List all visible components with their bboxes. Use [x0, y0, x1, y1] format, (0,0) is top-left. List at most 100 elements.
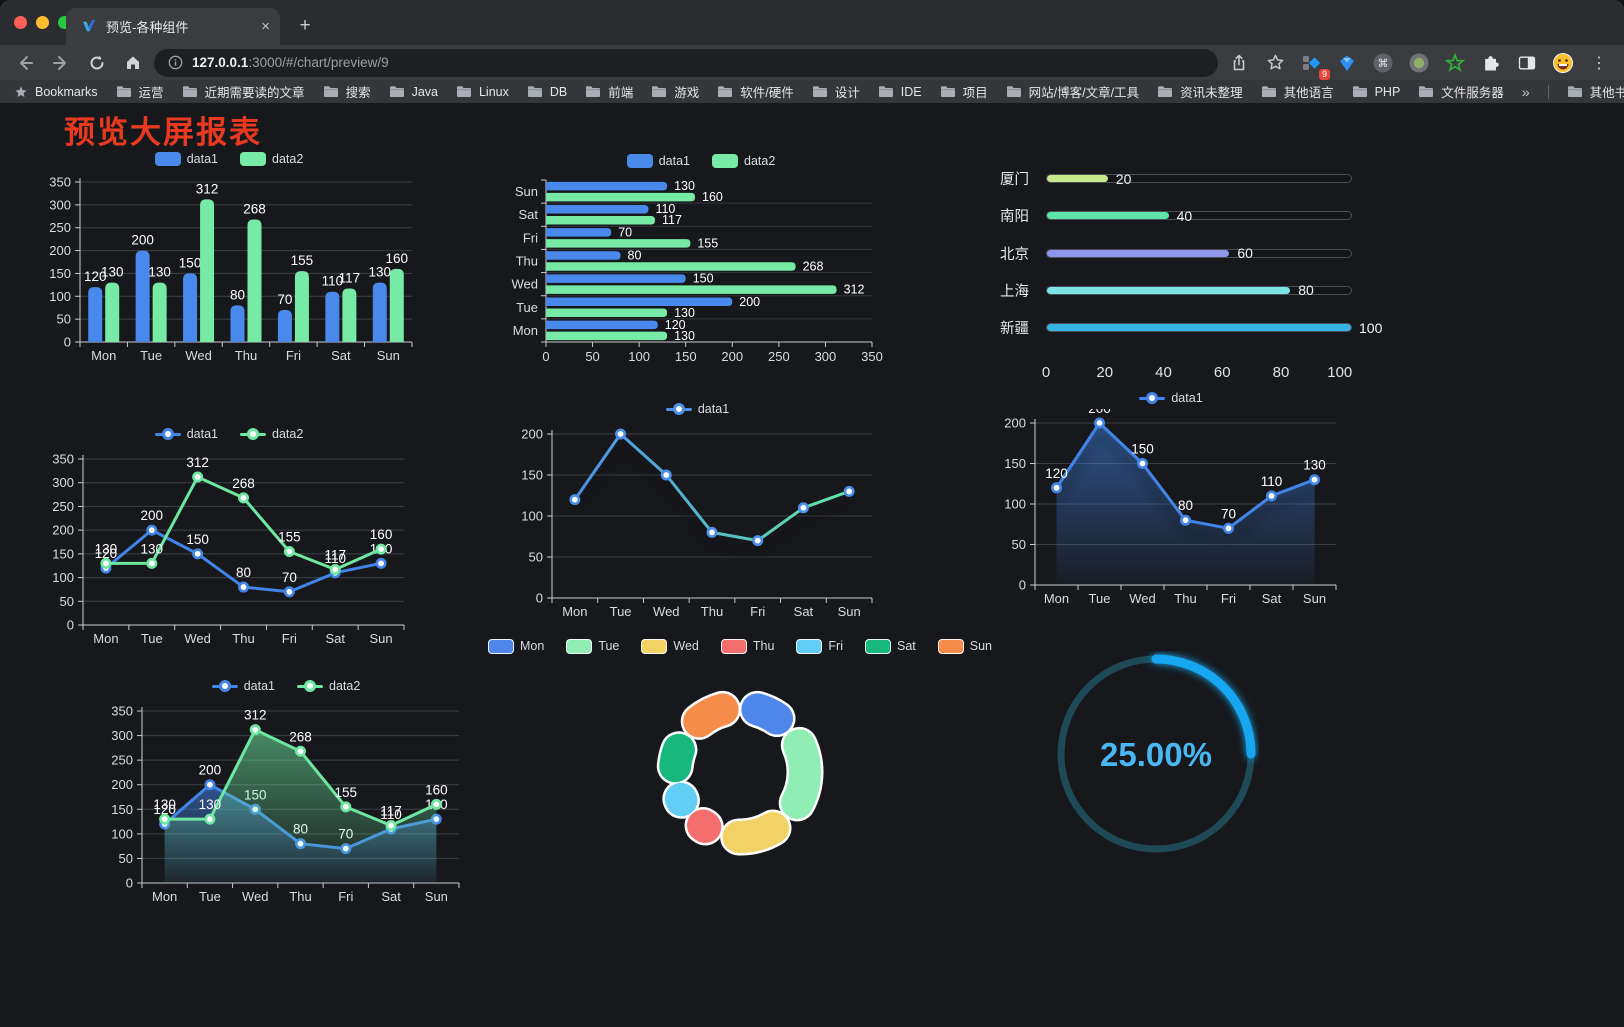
- extension-gem-icon[interactable]: [1332, 49, 1362, 77]
- svg-text:117: 117: [380, 804, 402, 819]
- home-button[interactable]: [118, 49, 148, 77]
- bookmark-folder-3[interactable]: Java: [389, 85, 438, 99]
- bar-chart: data1 data2 0 50 100 150 200 250 300 350 Mon Tue Wed…: [36, 148, 422, 370]
- bookmark-folder-12[interactable]: 网站/博客/文章/工具: [1006, 82, 1139, 101]
- legend-item-Mon[interactable]: Mon: [487, 638, 544, 654]
- svg-text:155: 155: [697, 236, 718, 250]
- bookmark-folder-16[interactable]: 文件服务器: [1418, 82, 1504, 101]
- svg-text:200: 200: [1088, 409, 1111, 416]
- svg-text:Mon: Mon: [93, 631, 118, 646]
- bookmark-folder-13[interactable]: 资讯未整理: [1157, 82, 1243, 101]
- bookmark-folder-15[interactable]: PHP: [1352, 85, 1400, 99]
- progress-value: 80: [1298, 282, 1314, 299]
- back-button[interactable]: [10, 49, 40, 77]
- legend-swatch: [566, 638, 593, 654]
- extension-star-icon[interactable]: [1440, 49, 1470, 77]
- minimize-window-button[interactable]: [36, 16, 49, 29]
- legend-item-data1[interactable]: data1: [154, 152, 218, 166]
- legend-item-data2[interactable]: data2: [712, 154, 775, 168]
- svg-text:0: 0: [536, 591, 543, 606]
- sidebar-toggle-icon[interactable]: [1512, 49, 1542, 77]
- svg-text:Thu: Thu: [516, 254, 538, 269]
- svg-text:Tue: Tue: [516, 300, 538, 315]
- legend-item-data1[interactable]: data1: [626, 154, 690, 168]
- bookmarks-overflow-chevron[interactable]: »: [1521, 83, 1530, 100]
- forward-button[interactable]: [46, 49, 76, 77]
- legend-item-data1[interactable]: data1: [211, 679, 275, 693]
- bookmark-folder-1[interactable]: 近期需要读的文章: [182, 82, 305, 101]
- svg-text:Thu: Thu: [1174, 591, 1196, 606]
- share-icon[interactable]: [1224, 49, 1254, 77]
- legend-item-Wed[interactable]: Wed: [641, 638, 699, 654]
- svg-text:Thu: Thu: [235, 348, 257, 363]
- tab-close-icon[interactable]: ×: [261, 18, 270, 35]
- bookmark-folder-5[interactable]: DB: [527, 85, 567, 99]
- progress-bar-chart: 厦门 20 南阳 40 北京 60 上海 80 新疆 100 0 20 40 60 80 100: [1000, 160, 1382, 398]
- bookmark-folder-6[interactable]: 前端: [585, 82, 633, 101]
- titlebar: 预览-各种组件 × +: [0, 0, 1624, 45]
- svg-text:70: 70: [1221, 506, 1236, 521]
- legend-item-Fri[interactable]: Fri: [796, 638, 843, 654]
- svg-text:160: 160: [370, 527, 393, 542]
- bookmark-folder-2[interactable]: 搜索: [323, 82, 371, 101]
- reload-button[interactable]: [82, 49, 112, 77]
- progress-label: 南阳: [1000, 209, 1029, 226]
- svg-text:200: 200: [111, 777, 133, 792]
- legend-item-data2[interactable]: data2: [240, 427, 303, 441]
- extensions-puzzle-icon[interactable]: [1476, 49, 1506, 77]
- bookmark-folder-9[interactable]: 设计: [812, 82, 860, 101]
- progress-fill: [1047, 249, 1230, 257]
- legend-item-data1[interactable]: data1: [1139, 391, 1203, 405]
- legend-swatch: [211, 680, 238, 692]
- legend-item-data2[interactable]: data2: [240, 152, 303, 166]
- bookmark-other-bookmarks[interactable]: 其他书签: [1567, 82, 1624, 101]
- svg-text:155: 155: [335, 785, 358, 800]
- legend-item-Thu[interactable]: Thu: [720, 638, 774, 654]
- site-info-icon[interactable]: [168, 55, 183, 70]
- svg-text:312: 312: [196, 181, 219, 196]
- legend-item-Sat[interactable]: Sat: [865, 638, 916, 654]
- extension-record-icon[interactable]: [1404, 49, 1434, 77]
- menu-icon[interactable]: ⋮: [1591, 54, 1607, 72]
- bookmark-folder-8[interactable]: 软件/硬件: [717, 82, 794, 101]
- svg-text:50: 50: [1012, 537, 1026, 552]
- extension-command-icon[interactable]: ⌘: [1368, 49, 1398, 77]
- svg-text:160: 160: [425, 782, 448, 797]
- progress-value: 40: [1176, 207, 1193, 224]
- svg-text:Tue: Tue: [1089, 591, 1111, 606]
- browser-tab[interactable]: 预览-各种组件 ×: [66, 8, 280, 45]
- bookmark-folder-4[interactable]: Linux: [456, 85, 509, 99]
- svg-text:150: 150: [49, 266, 71, 281]
- progress-track: 100: [1046, 320, 1382, 336]
- svg-text:Mon: Mon: [91, 348, 116, 363]
- gauge-chart: 25.00%: [1053, 651, 1259, 857]
- svg-text:Wed: Wed: [653, 604, 680, 619]
- address-bar[interactable]: 127.0.0.1:3000/#/chart/preview/9: [154, 48, 1218, 77]
- legend-item-Tue[interactable]: Tue: [566, 638, 619, 654]
- legend-item-data1[interactable]: data1: [154, 427, 218, 441]
- bookmark-folder-14[interactable]: 其他语言: [1261, 82, 1334, 101]
- bookmark-folder-7[interactable]: 游戏: [651, 82, 699, 101]
- svg-text:160: 160: [386, 251, 409, 266]
- svg-text:70: 70: [277, 292, 292, 307]
- extension-crx-icon[interactable]: 9: [1296, 49, 1330, 80]
- bookmark-item-bookmarks[interactable]: Bookmarks: [14, 85, 98, 99]
- bookmark-folder-0[interactable]: 运营: [116, 82, 164, 101]
- legend-swatch: [240, 428, 266, 440]
- legend-item-data2[interactable]: data2: [297, 679, 360, 693]
- legend-swatch: [297, 680, 323, 692]
- profile-avatar[interactable]: [1548, 49, 1578, 77]
- svg-text:117: 117: [662, 213, 682, 227]
- svg-text:200: 200: [1004, 416, 1026, 431]
- close-window-button[interactable]: [14, 16, 27, 29]
- progress-track: 60: [1046, 245, 1352, 261]
- bookmark-folder-11[interactable]: 项目: [940, 82, 988, 101]
- svg-text:Mon: Mon: [1044, 591, 1069, 606]
- progress-row-新疆: 新疆 100: [1000, 317, 1382, 338]
- bookmark-folder-10[interactable]: IDE: [878, 85, 922, 99]
- extension-badge: 9: [1318, 68, 1330, 80]
- new-tab-button[interactable]: +: [299, 15, 311, 36]
- legend-item-data1[interactable]: data1: [665, 402, 729, 416]
- legend-item-Sun[interactable]: Sun: [937, 638, 992, 654]
- bookmark-star-icon[interactable]: [1260, 49, 1290, 77]
